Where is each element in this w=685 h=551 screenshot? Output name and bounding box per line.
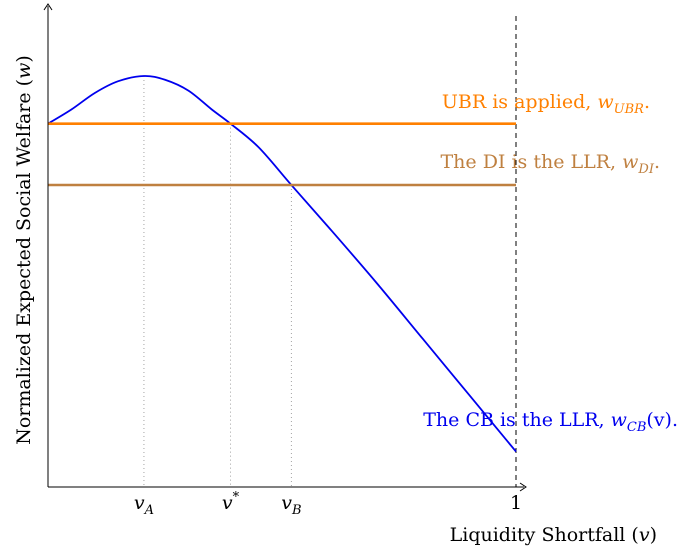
axes [43, 3, 527, 492]
series-lines [47, 75, 517, 453]
y-axis-label: Normalized Expected Social Welfare (w) [13, 55, 35, 445]
y-axis-arrow-icon [43, 3, 53, 11]
series-label-ubr: UBR is applied, wUBR. [442, 91, 650, 117]
x-axis-arrow-icon [519, 482, 527, 492]
x-axis-label: Liquidity Shortfall (v) [450, 524, 657, 546]
x-tick-label: 1 [510, 492, 522, 514]
x-tick-label: vB [281, 492, 301, 518]
series-label-di: The DI is the LLR, wDI. [441, 151, 661, 177]
x-tick-label: v* [222, 490, 240, 514]
labels: vA v* vB 1 The CB is the LLR, wCB(v). UBR is … [13, 55, 678, 546]
x-tick-label: vA [134, 492, 154, 518]
series-line-cb [47, 75, 517, 453]
series-label-cb: The CB is the LLR, wCB(v). [423, 409, 678, 435]
